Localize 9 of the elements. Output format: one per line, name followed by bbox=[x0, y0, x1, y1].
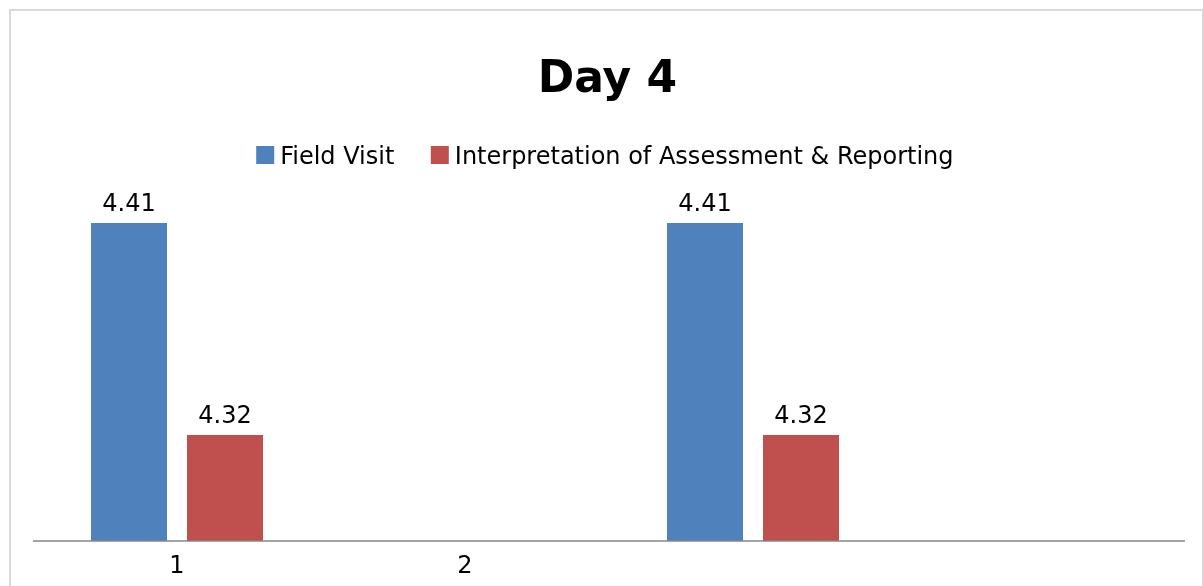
chart-title: Day 4 bbox=[537, 51, 678, 102]
x-tick-label: 2 bbox=[457, 551, 473, 579]
data-label: 4.41 bbox=[678, 189, 732, 217]
data-label: 4.32 bbox=[198, 401, 252, 429]
data-label: 4.32 bbox=[774, 401, 828, 429]
legend-label: Interpretation of Assessment & Reporting bbox=[454, 142, 954, 170]
legend-label: Field Visit bbox=[280, 142, 395, 170]
data-label: 4.41 bbox=[102, 189, 156, 217]
x-tick-label: 1 bbox=[169, 551, 185, 579]
